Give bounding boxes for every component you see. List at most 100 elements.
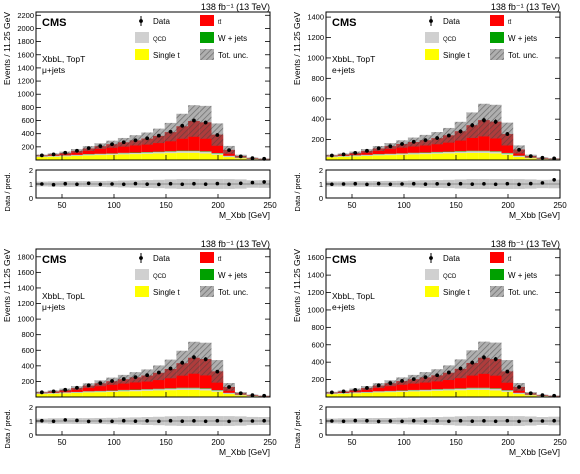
data-point-bin-18 bbox=[250, 393, 255, 398]
ratio-point-bin-0 bbox=[330, 182, 334, 187]
ratio-point-bin-1 bbox=[341, 419, 346, 424]
bar-single-t-bin-10 bbox=[443, 153, 455, 160]
ratio-point-bin-12 bbox=[180, 419, 185, 423]
data-point-bin-1 bbox=[341, 389, 346, 394]
bar-single-t-bin-14 bbox=[199, 390, 212, 397]
bar-single-t-bin-8 bbox=[419, 154, 432, 160]
ratio-point-bin-3 bbox=[365, 418, 369, 423]
ratio-point-bin-2 bbox=[63, 181, 68, 186]
y-tick-label: 1400 bbox=[17, 63, 34, 72]
x-tick-label: 200 bbox=[501, 438, 515, 447]
bar-qcd-bin-15 bbox=[501, 390, 514, 392]
bar-single-t-bin-17 bbox=[234, 158, 247, 160]
bar-single-t-bin-15 bbox=[501, 154, 514, 160]
data-point-bin-5 bbox=[388, 144, 393, 149]
bar-w-jets-bin-11 bbox=[454, 151, 467, 152]
bar-single-t-bin-7 bbox=[407, 154, 420, 160]
bar-single-t-bin-16 bbox=[223, 157, 235, 160]
main-plot-frame bbox=[325, 11, 561, 161]
legend-label: tt̄ bbox=[218, 19, 222, 26]
y-tick-label: 600 bbox=[21, 346, 34, 355]
data-point-bin-10 bbox=[156, 133, 161, 138]
data-point-bin-8 bbox=[133, 375, 138, 380]
bar-single-t-bin-12 bbox=[176, 389, 189, 397]
data-point-bin-17 bbox=[528, 391, 533, 396]
bar-qcd-bin-3 bbox=[71, 392, 83, 393]
ratio-point-bin-7 bbox=[121, 418, 126, 423]
ratio-point-bin-6 bbox=[400, 419, 404, 424]
ratio-point-bin-3 bbox=[75, 418, 79, 423]
bar-single-t-bin-13 bbox=[478, 152, 490, 160]
bar-qcd-bin-16 bbox=[223, 393, 235, 395]
ratio-point-bin-4 bbox=[86, 181, 91, 186]
legend-label: Tot. unc. bbox=[218, 288, 248, 297]
ratio-point-bin-6 bbox=[400, 182, 404, 186]
category-label-1: XbbL, TopT bbox=[42, 54, 85, 64]
data-point-bin-15 bbox=[505, 369, 510, 374]
x-axis-label: M_Xbb [GeV] bbox=[219, 447, 270, 457]
chart-panel-top-left: 2004006008001000120014001600180020002200… bbox=[2, 2, 277, 220]
data-point-bin-3 bbox=[75, 148, 79, 153]
bar-qcd-bin-10 bbox=[153, 152, 165, 154]
bar-tt--bin-5 bbox=[384, 146, 397, 154]
legend-label: W + jets bbox=[508, 271, 537, 280]
bar-single-t-bin-14 bbox=[199, 153, 212, 160]
ratio-point-bin-15 bbox=[215, 418, 220, 423]
bar-tt--bin-4 bbox=[372, 148, 385, 155]
data-point-bin-9 bbox=[145, 136, 150, 141]
bar-tt--bin-9 bbox=[141, 138, 153, 153]
data-point-bin-8 bbox=[423, 138, 428, 142]
bar-single-t-bin-8 bbox=[129, 154, 142, 160]
data-point-bin-2 bbox=[353, 150, 358, 155]
legend-label: Data bbox=[153, 254, 170, 263]
ratio-point-bin-0 bbox=[330, 419, 334, 423]
x-tick-label: 100 bbox=[107, 201, 121, 210]
bar-tt--bin-3 bbox=[71, 388, 83, 392]
legend-uncertainty-swatch bbox=[200, 286, 214, 297]
bar-qcd-bin-12 bbox=[176, 151, 189, 153]
bar-tt--bin-5 bbox=[94, 146, 107, 154]
bar-single-t-bin-3 bbox=[361, 155, 373, 160]
bar-single-t-bin-16 bbox=[513, 394, 525, 397]
ratio-y-tick-label: 1 bbox=[29, 417, 33, 426]
ratio-point-bin-14 bbox=[493, 419, 498, 424]
bar-tt--bin-4 bbox=[82, 385, 95, 392]
ratio-point-bin-12 bbox=[470, 419, 475, 423]
bar-tt--bin-9 bbox=[431, 138, 443, 152]
data-point-bin-9 bbox=[145, 373, 150, 378]
main-plot-frame bbox=[325, 248, 561, 398]
bar-single-t-bin-11 bbox=[454, 153, 467, 160]
x-axis-label: M_Xbb [GeV] bbox=[219, 210, 270, 220]
data-point-bin-6 bbox=[400, 378, 404, 383]
bar-tt--bin-9 bbox=[141, 375, 153, 390]
data-point-bin-5 bbox=[388, 381, 393, 385]
ratio-point-bin-5 bbox=[388, 182, 393, 187]
bar-w-jets-bin-12 bbox=[176, 387, 189, 389]
ratio-point-bin-16 bbox=[227, 419, 231, 424]
legend-label: W + jets bbox=[218, 34, 247, 43]
bar-tt--bin-7 bbox=[117, 379, 130, 390]
bar-qcd-bin-14 bbox=[199, 151, 212, 154]
bar-tt--bin-11 bbox=[454, 368, 467, 389]
ratio-point-bin-1 bbox=[51, 182, 56, 187]
bar-tt--bin-7 bbox=[407, 142, 420, 153]
bar-qcd-bin-2 bbox=[59, 392, 72, 394]
x-tick-label: 50 bbox=[58, 438, 67, 447]
data-point-bin-13 bbox=[482, 355, 486, 360]
data-point-bin-16 bbox=[227, 385, 231, 389]
data-point-bin-14 bbox=[203, 120, 208, 125]
ratio-point-bin-7 bbox=[411, 181, 416, 186]
ratio-point-bin-0 bbox=[40, 182, 44, 186]
ratio-point-bin-15 bbox=[505, 418, 510, 423]
legend-data-marker bbox=[429, 19, 433, 23]
bar-qcd-bin-12 bbox=[466, 151, 479, 153]
ratio-point-bin-10 bbox=[157, 182, 161, 187]
x-tick-label: 250 bbox=[553, 201, 567, 210]
ratio-point-bin-7 bbox=[411, 418, 416, 423]
ratio-point-bin-1 bbox=[341, 182, 346, 186]
bar-single-t-bin-4 bbox=[372, 392, 385, 397]
bar-single-t-bin-12 bbox=[176, 152, 189, 160]
bar-single-t-bin-2 bbox=[349, 156, 362, 160]
main-plot-frame bbox=[35, 11, 271, 161]
bar-tt--bin-10 bbox=[443, 372, 455, 389]
